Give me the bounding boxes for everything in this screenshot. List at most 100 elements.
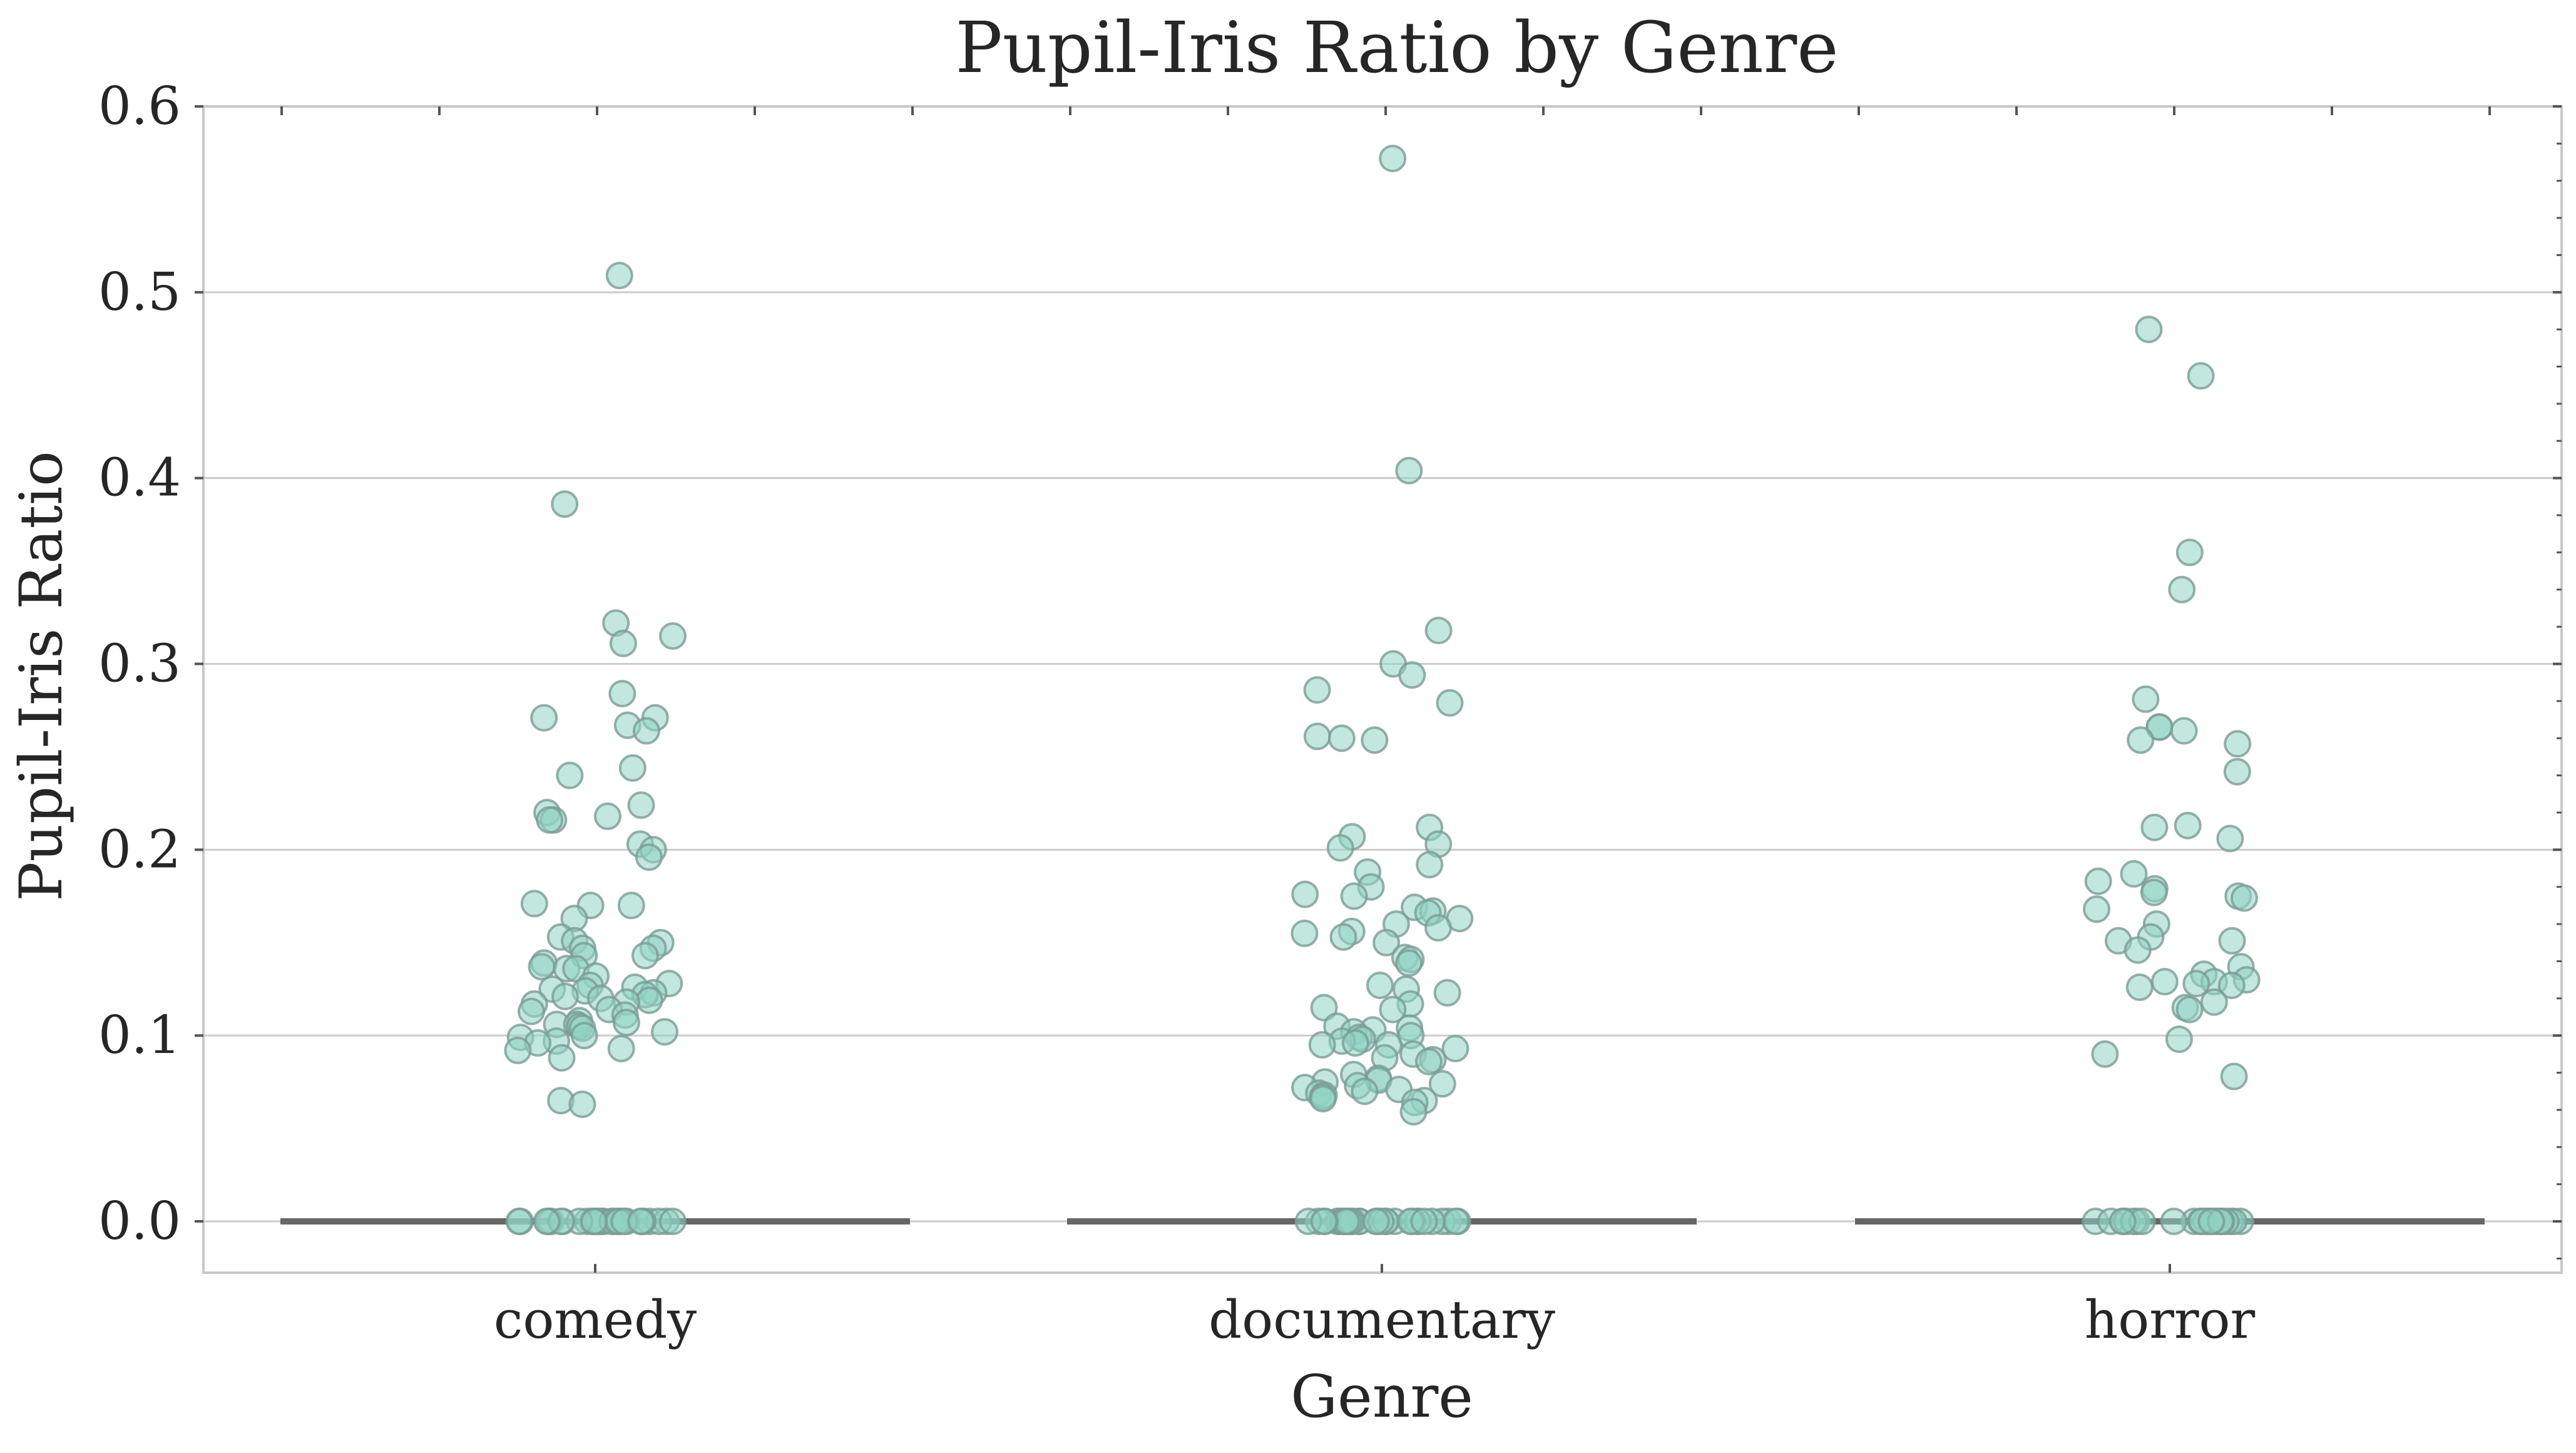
data-point (580, 1208, 608, 1235)
data-point (1379, 995, 1407, 1024)
data-point (2218, 927, 2246, 955)
data-point (2187, 362, 2215, 390)
data-point (1395, 456, 1423, 485)
data-point (551, 490, 579, 518)
y-tick-label: 0.4 (98, 448, 181, 508)
data-point (1329, 923, 1357, 951)
data-point (612, 1009, 640, 1037)
data-point (608, 680, 636, 707)
data-point (2127, 726, 2155, 754)
data-point (2170, 717, 2198, 745)
data-point (1410, 1208, 1438, 1235)
data-point (1436, 689, 1464, 717)
data-point (609, 629, 637, 657)
data-point (2168, 575, 2196, 603)
data-point (2160, 1208, 2188, 1235)
data-point (2230, 884, 2258, 912)
data-point (1327, 724, 1356, 752)
data-point (2132, 685, 2160, 713)
data-point (1303, 722, 1331, 751)
y-tick-label: 0.0 (98, 1191, 181, 1251)
x-tick-label: documentary (1209, 1290, 1555, 1350)
y-tick-label: 0.3 (98, 634, 181, 694)
data-point (556, 761, 584, 789)
data-point (631, 942, 659, 970)
data-point (1361, 726, 1389, 754)
data-point (1351, 1077, 1379, 1106)
data-point (1442, 1208, 1470, 1235)
x-axis-label: Genre (1291, 1363, 1473, 1431)
ticks: 0.0 0.1 0.2 0.3 0.4 0.5 0.6 comedy documentary ho… (98, 76, 2562, 1350)
data-point (548, 1044, 576, 1072)
data-point (632, 717, 660, 745)
data-point (1441, 1034, 1469, 1062)
data-point (1398, 661, 1426, 689)
data-point (536, 806, 564, 834)
data-point (1291, 919, 1319, 947)
data-point (2083, 895, 2110, 923)
data-point (520, 890, 548, 918)
data-point (1362, 1208, 1390, 1235)
data-point (2124, 936, 2152, 964)
data-point (618, 754, 647, 782)
y-axis-label: Pupil-Iris Ratio (8, 451, 76, 901)
data-point (1310, 1208, 1338, 1235)
data-point (1379, 145, 1407, 173)
data-point (635, 986, 663, 1014)
y-tick-label: 0.1 (98, 1005, 181, 1065)
data-point (1424, 617, 1453, 645)
data-point (1340, 882, 1368, 910)
data-point (2150, 968, 2179, 996)
x-tick-label: horror (2085, 1290, 2256, 1350)
data-point (518, 997, 545, 1025)
data-point (1433, 978, 1461, 1007)
data-point (2200, 988, 2228, 1016)
data-point (1310, 993, 1338, 1022)
data-point (658, 1208, 687, 1235)
data-point (505, 1208, 533, 1235)
data-point (1416, 851, 1444, 879)
data-point (2197, 1208, 2226, 1235)
data-point (1308, 1031, 1336, 1059)
data-point (1303, 676, 1331, 704)
data-point (605, 262, 633, 290)
data-point (533, 1208, 561, 1235)
data-point (1309, 1085, 1337, 1113)
data-points (504, 145, 2261, 1235)
data-point (2175, 995, 2204, 1024)
data-point (594, 802, 621, 830)
x-tick-label: comedy (494, 1290, 697, 1350)
data-point (1415, 1047, 1443, 1076)
data-point (2084, 867, 2112, 895)
data-point (2108, 1208, 2137, 1235)
data-point (2125, 973, 2154, 1001)
data-point (627, 791, 655, 819)
data-point (1366, 972, 1394, 999)
data-point (504, 1036, 532, 1064)
data-point (568, 1091, 596, 1118)
data-point (2220, 1062, 2248, 1091)
data-point (1424, 914, 1452, 942)
data-point (617, 891, 645, 920)
data-point (2165, 1025, 2193, 1054)
y-tick-label: 0.2 (98, 819, 181, 880)
data-point (1395, 949, 1423, 977)
data-point (1399, 1097, 1428, 1126)
data-point (1326, 834, 1354, 862)
data-point (1428, 1070, 1456, 1098)
data-point (2216, 824, 2244, 853)
data-point (2182, 970, 2211, 998)
data-point (2140, 813, 2169, 841)
data-point (1372, 928, 1401, 957)
y-tick-label: 0.5 (98, 262, 181, 322)
data-point (607, 1034, 635, 1062)
data-point (570, 1022, 598, 1050)
data-point (651, 1018, 678, 1046)
data-point (2174, 811, 2202, 839)
data-point (551, 982, 579, 1010)
data-point (530, 704, 558, 732)
data-point (2135, 316, 2163, 344)
data-point (2224, 730, 2252, 758)
